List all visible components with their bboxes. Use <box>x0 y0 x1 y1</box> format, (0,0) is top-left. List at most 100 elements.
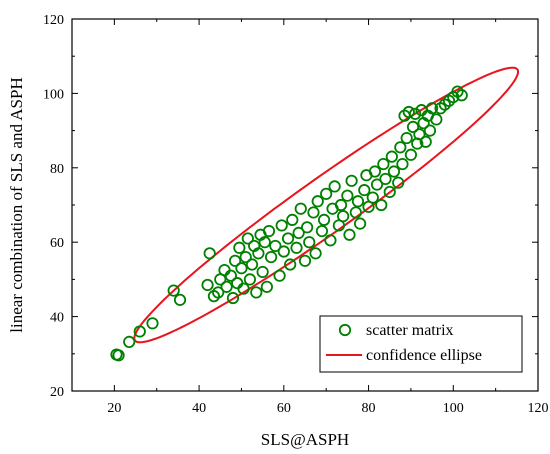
scatter-point <box>406 120 420 133</box>
scatter-point <box>385 150 398 163</box>
scatter-point <box>303 236 316 249</box>
y-tick-label: 40 <box>50 311 64 326</box>
scatter-point <box>265 250 278 264</box>
scatter-point <box>290 241 303 254</box>
scatter-point <box>258 236 271 249</box>
scatter-point <box>173 293 187 306</box>
scatter-point <box>317 213 331 226</box>
scatter-point <box>123 335 136 348</box>
y-tick-label: 20 <box>50 385 64 400</box>
scatter-point <box>402 105 415 119</box>
scatter-point <box>366 191 379 204</box>
y-tick-label: 60 <box>50 236 64 251</box>
scatter-point <box>400 131 413 145</box>
scatter-point <box>301 221 314 234</box>
scatter-point <box>203 247 216 260</box>
scatter-point <box>309 247 322 260</box>
scatter-point <box>133 325 146 338</box>
scatter-point <box>224 269 237 282</box>
scatter-point <box>311 195 324 208</box>
scatter-point <box>226 291 240 305</box>
scatter-point <box>315 224 329 238</box>
scatter-point <box>146 317 159 330</box>
x-tick-label: 80 <box>362 401 376 416</box>
scatter-point <box>320 187 333 200</box>
legend-marker-scatter <box>338 323 352 337</box>
scatter-point <box>377 157 390 171</box>
scatter-point <box>368 165 381 178</box>
scatter-point <box>396 157 409 171</box>
scatter-point <box>218 263 231 277</box>
scatter-point <box>286 213 299 226</box>
scatter-point <box>256 265 269 279</box>
scatter-point <box>423 124 437 137</box>
scatter-point <box>419 135 432 148</box>
scatter-point <box>375 198 388 212</box>
points-layer <box>110 85 468 362</box>
x-tick-label: 120 <box>528 401 549 416</box>
scatter-point <box>341 189 354 202</box>
scatter-point <box>284 258 297 271</box>
scatter-point <box>392 176 405 189</box>
legend-label-ellipse: confidence ellipse <box>366 347 482 364</box>
scatter-point <box>269 239 282 253</box>
scatter-point <box>241 232 254 245</box>
scatter-point <box>275 219 288 232</box>
scatter-point <box>235 262 248 275</box>
scatter-point <box>358 184 371 197</box>
scatter-point <box>252 247 265 260</box>
scatter-point <box>353 217 367 230</box>
scatter-point <box>273 269 286 282</box>
scatter-point <box>383 185 396 199</box>
scatter-point <box>112 349 125 362</box>
scatter-point <box>370 178 384 191</box>
x-axis-title: SLS@ASPH <box>261 430 349 449</box>
scatter-point <box>262 224 276 238</box>
scatter-point <box>233 241 246 254</box>
scatter-point <box>307 206 320 219</box>
scatter-point <box>250 286 263 299</box>
scatter-point <box>298 254 312 267</box>
scatter-point <box>394 141 407 154</box>
scatter-point <box>387 165 401 178</box>
scatter-point <box>404 148 418 161</box>
scatter-point <box>455 89 468 102</box>
scatter-point <box>243 273 257 286</box>
scatter-point <box>292 226 305 239</box>
scatter-point <box>294 202 307 215</box>
scatter-point <box>237 282 250 295</box>
scatter-point <box>201 278 214 292</box>
scatter-point <box>277 245 290 258</box>
scatter-point <box>245 258 259 271</box>
y-tick-label: 120 <box>43 13 64 28</box>
x-tick-label: 100 <box>443 401 464 416</box>
scatter-point <box>351 195 365 208</box>
scatter-point <box>220 280 233 293</box>
x-tick-label: 40 <box>192 401 206 416</box>
ellipse-layer <box>133 66 519 344</box>
legend: scatter matrix confidence ellipse <box>319 315 523 373</box>
scatter-point <box>328 180 341 193</box>
scatter-point <box>425 102 439 115</box>
x-tick-label: 60 <box>277 401 291 416</box>
confidence-ellipse <box>133 66 519 344</box>
legend-box <box>319 315 523 373</box>
scatter-point <box>337 210 350 223</box>
scatter-point <box>334 198 348 212</box>
scatter-point <box>260 280 273 293</box>
scatter-point <box>231 277 244 290</box>
y-tick-label: 80 <box>50 162 64 177</box>
x-tick-label: 20 <box>107 401 121 416</box>
scatter-point <box>413 128 426 141</box>
scatter-point <box>167 284 180 297</box>
scatter-point <box>324 234 337 247</box>
scatter-point <box>343 228 356 241</box>
scatter-point <box>239 250 252 264</box>
y-axis-title: linear combination of SLS and ASPH <box>7 77 26 332</box>
scatter-point <box>229 254 242 267</box>
legend-label-scatter: scatter matrix <box>366 322 454 339</box>
scatter-point <box>212 286 225 299</box>
scatter-point <box>430 113 443 126</box>
